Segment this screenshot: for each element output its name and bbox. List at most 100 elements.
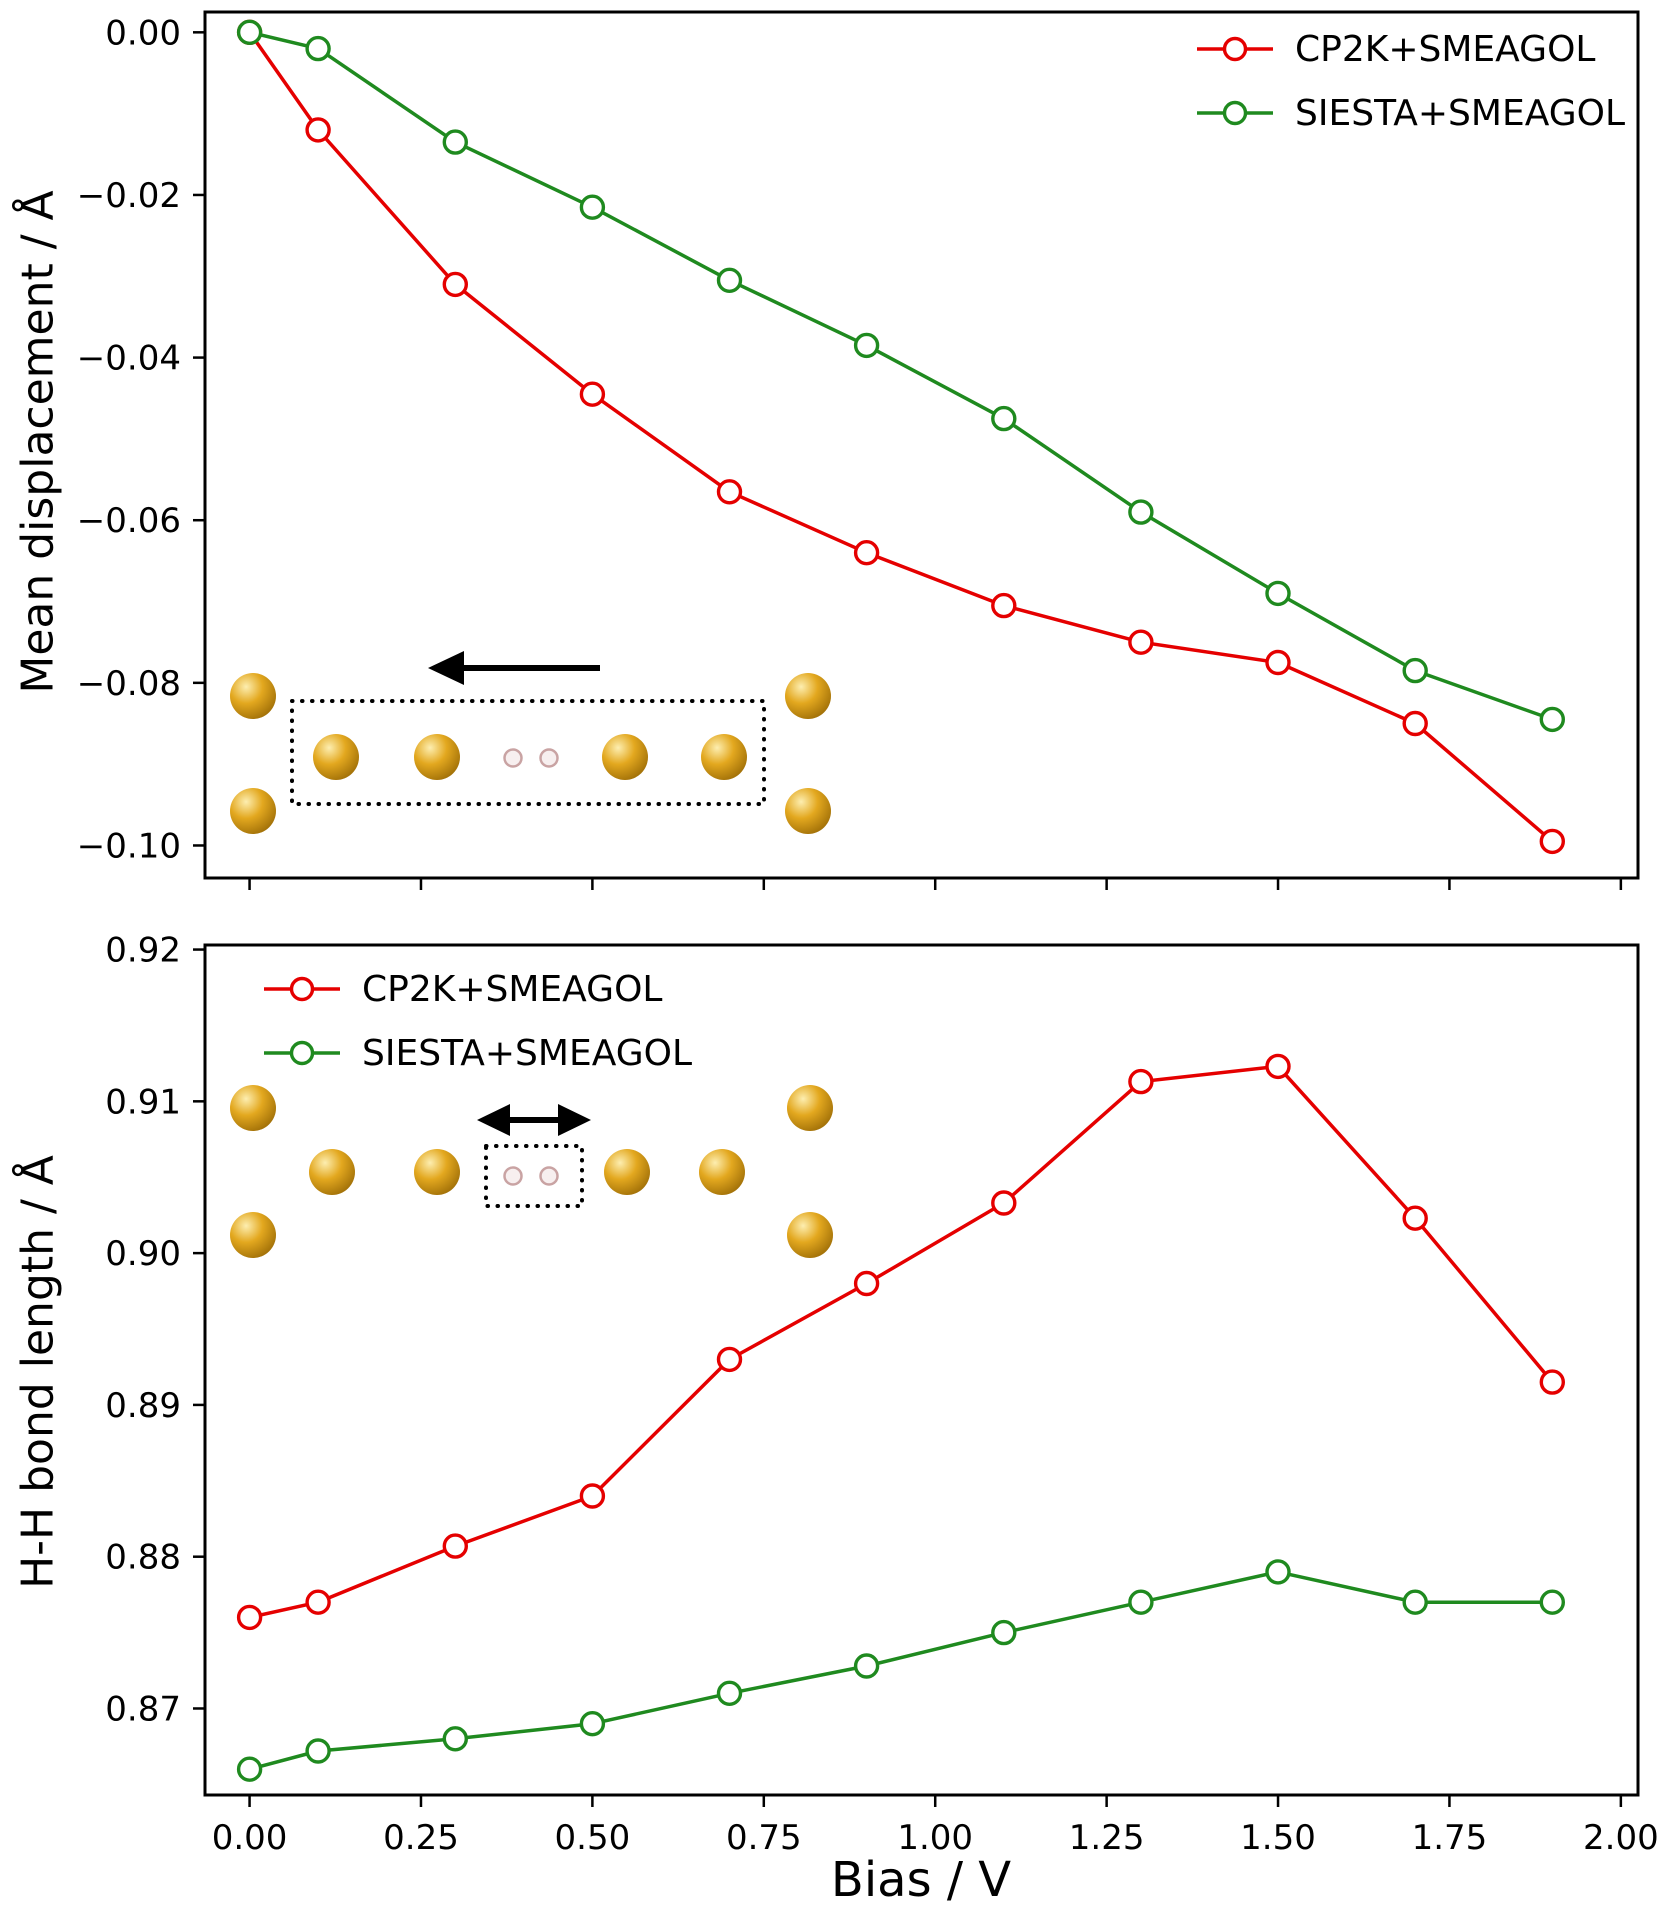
gold-atom [787,1212,833,1258]
data-point-marker-siesta [853,1653,880,1679]
gold-atom [787,1085,833,1131]
data-point-marker-cp2k [442,271,468,298]
data-point-marker-siesta [716,1680,743,1706]
gold-atom [699,1149,745,1195]
y-tick-label: 0.88 [105,1538,181,1578]
gold-atom [230,788,276,834]
data-point-marker-cp2k [236,1604,263,1631]
data-point-marker-siesta [236,19,263,45]
cp2k-line-marker-icon [264,976,340,1002]
x-tick-label: 0.25 [383,1818,459,1858]
legend-label-cp2k: CP2K+SMEAGOL [362,968,663,1010]
data-point-marker-siesta [1265,1559,1291,1585]
data-point-marker-cp2k [991,592,1017,619]
x-tick-label: 0.50 [555,1818,631,1858]
data-point-marker-siesta [991,1619,1017,1646]
legend-item-siesta: SIESTA+SMEAGOL [1195,86,1625,140]
gold-atom [313,734,359,780]
gold-atom [701,734,747,780]
legend-label-siesta: SIESTA+SMEAGOL [362,1032,692,1074]
siesta-line-marker-icon [264,1040,340,1066]
legend-item-cp2k: CP2K+SMEAGOL [1195,22,1625,76]
data-point-marker-cp2k [853,1270,880,1297]
y-tick-label: −0.02 [77,176,181,216]
gold-atom [604,1149,650,1195]
gold-atom [414,734,460,780]
x-axis-label: Bias / V [830,1852,1012,1908]
x-tick-label: 1.25 [1069,1818,1145,1858]
y-tick-label: 0.00 [105,13,181,53]
legend-item-cp2k: CP2K+SMEAGOL [262,962,692,1016]
bottom-chart-hh-bond-length: 0.00 0.25 0.50 0.75 1.00 1.25 1.50 1.75 2.00 0.87… [105,931,1658,1858]
data-point-marker-siesta [1539,1589,1566,1615]
data-point-marker-cp2k [305,1589,331,1615]
bond-stretch-arrow-head-left [477,1104,510,1136]
bottom-legend: CP2K+SMEAGOL SIESTA+SMEAGOL [262,962,692,1080]
gold-atom [602,734,648,780]
hh-pair-dotted-box [484,1144,584,1208]
data-point-marker-siesta [579,194,606,220]
data-point-marker-cp2k [579,1483,606,1509]
data-point-marker-cp2k [305,117,331,143]
data-point-marker-cp2k [1128,629,1154,655]
hydrogen-atom [503,1166,523,1186]
data-point-marker-siesta [579,1711,606,1737]
y-tick-label: 0.90 [105,1234,181,1274]
gold-atom [414,1149,460,1195]
data-point-marker-cp2k [579,381,606,407]
x-tick-label: 0.00 [212,1818,288,1858]
data-point-marker-siesta [1402,1589,1428,1615]
series-line-cp2k [249,1064,1554,1620]
data-point-marker-siesta [1128,1589,1154,1615]
data-point-marker-siesta [442,129,468,155]
data-point-marker-cp2k [1539,1369,1566,1395]
x-tick-label: 1.50 [1240,1818,1316,1858]
data-point-marker-siesta [236,1756,263,1782]
data-point-marker-cp2k [1265,1053,1291,1080]
data-point-marker-cp2k [442,1533,468,1559]
y-tick-label: −0.08 [77,664,181,704]
data-point-marker-siesta [305,1738,331,1764]
data-point-marker-cp2k [716,479,743,505]
y-tick-label: −0.06 [77,501,181,541]
y-tick-label: 0.87 [105,1689,181,1729]
data-point-marker-cp2k [1128,1068,1154,1095]
legend-label-siesta: SIESTA+SMEAGOL [1295,92,1625,134]
data-point-marker-cp2k [716,1346,743,1373]
displaced-atoms-dotted-box [290,699,766,806]
x-tick-label: 0.75 [726,1818,802,1858]
siesta-line-marker-icon [1197,100,1273,126]
y-tick-label: 0.91 [105,1082,181,1122]
legend-label-cp2k: CP2K+SMEAGOL [1295,28,1596,70]
gold-atom [230,1212,276,1258]
y-tick-label: 0.92 [105,931,181,971]
bottom-y-axis-label: H-H bond length / Å [12,1155,64,1589]
x-tick-label: 1.75 [1412,1818,1488,1858]
cp2k-line-marker-icon [1197,36,1273,62]
data-point-marker-cp2k [853,540,880,566]
hydrogen-atom [539,1166,559,1186]
top-chart-mean-displacement: 0.00 −0.02 −0.04 −0.06 −0.08 −0.10 [77,10,1640,890]
data-point-marker-siesta [1402,657,1428,684]
y-tick-label: −0.10 [77,826,181,866]
gold-atom [309,1149,355,1195]
top-legend: CP2K+SMEAGOL SIESTA+SMEAGOL [1195,22,1625,140]
data-point-marker-siesta [991,405,1017,432]
axes-frame [203,10,1640,880]
gold-atom [230,673,276,719]
data-point-marker-siesta [305,35,331,62]
data-point-marker-siesta [716,267,743,293]
data-point-marker-siesta [442,1726,468,1752]
data-point-marker-cp2k [991,1190,1017,1216]
y-tick-label: 0.89 [105,1386,181,1426]
series-line-cp2k [248,31,1554,843]
y-tick-label: −0.04 [77,339,181,379]
data-point-marker-siesta [1539,706,1566,733]
bond-stretch-arrow-head-right [558,1104,591,1136]
hydrogen-atom [539,748,559,768]
x-tick-label: 1.00 [897,1818,973,1858]
data-point-marker-siesta [1128,499,1154,525]
axes-frame [203,943,1640,1797]
gold-atom [785,673,831,719]
